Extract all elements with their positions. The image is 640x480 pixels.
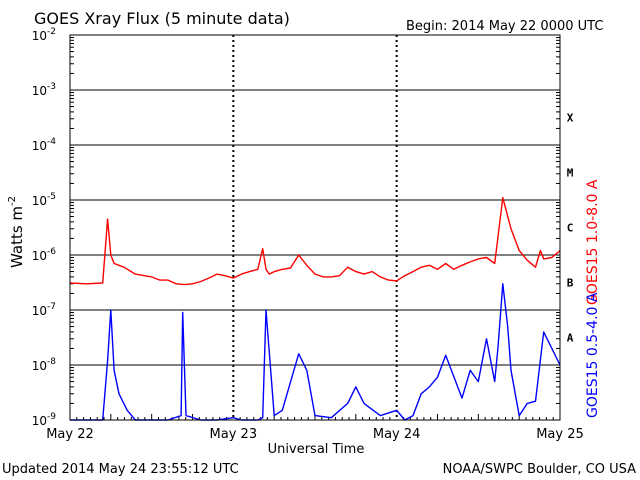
y-tick-label: 10-9 <box>32 412 57 428</box>
y-tick-base: 10 <box>32 359 47 373</box>
svg-text:Watts m-2: Watts m-2 <box>7 196 26 268</box>
flare-class-label: B <box>567 277 574 290</box>
y-tick-labels: 10-910-810-710-610-510-410-310-2 <box>32 27 57 428</box>
x-tick-label: May 23 <box>210 427 258 442</box>
y-tick-label: 10-3 <box>32 82 56 98</box>
y-tick-base: 10 <box>32 29 47 43</box>
legend-long-channel: GOES15 1.0-8.0 A <box>585 179 601 305</box>
y-tick-base: 10 <box>32 84 47 98</box>
y-tick-base: 10 <box>32 194 47 208</box>
y-tick-base: 10 <box>32 414 47 428</box>
y-tick-base: 10 <box>32 139 47 153</box>
x-tick-label: May 22 <box>46 427 94 442</box>
legend-long-channel-text: GOES15 1.0-8.0 A <box>585 179 601 305</box>
series-long-channel <box>69 196 561 286</box>
y-tick-exponent: -2 <box>47 27 56 37</box>
y-tick-base: 10 <box>32 249 47 263</box>
x-tick-label: May 24 <box>373 427 421 442</box>
y-axis-label-text: Watts m <box>8 206 26 268</box>
y-tick-exponent: -6 <box>47 247 56 257</box>
y-tick-exponent: -9 <box>47 412 56 422</box>
flare-class-label: C <box>567 222 574 235</box>
y-tick-label: 10-4 <box>32 137 57 153</box>
flare-class-labels: A B C M X <box>567 112 574 345</box>
updated-label: Updated 2014 May 24 23:55:12 UTC <box>2 462 239 477</box>
x-axis-label: Universal Time <box>268 442 365 457</box>
x-tick-labels: May 22 May 23 May 24 May 25 <box>46 427 584 442</box>
legend-short-channel-text: GOES15 0.5-4.0 A <box>585 292 601 418</box>
y-tick-base: 10 <box>32 304 47 318</box>
credit-label: NOAA/SWPC Boulder, CO USA <box>443 462 636 477</box>
y-axis-label: Watts m-2 <box>7 196 26 268</box>
y-tick-label: 10-2 <box>32 27 56 43</box>
y-tick-label: 10-7 <box>32 302 56 318</box>
series-lines <box>69 196 561 421</box>
y-tick-exponent: -5 <box>47 192 56 202</box>
flare-class-label: A <box>567 332 574 345</box>
y-tick-label: 10-6 <box>32 247 57 263</box>
y-tick-exponent: -4 <box>47 137 56 147</box>
flare-class-label: X <box>567 112 574 125</box>
y-tick-label: 10-8 <box>32 357 57 373</box>
y-tick-exponent: -7 <box>47 302 56 312</box>
grid-lines <box>70 34 560 421</box>
x-tick-label: May 25 <box>536 427 584 442</box>
y-tick-exponent: -3 <box>47 82 56 92</box>
y-axis-label-sup: -2 <box>7 196 18 206</box>
series-short-channel <box>70 283 561 421</box>
y-tick-label: 10-5 <box>32 192 56 208</box>
begin-label: Begin: 2014 May 22 0000 UTC <box>406 19 603 34</box>
chart-title: GOES Xray Flux (5 minute data) <box>34 9 290 28</box>
y-tick-exponent: -8 <box>47 357 56 367</box>
plot-frame <box>69 34 561 421</box>
legend-short-channel: GOES15 0.5-4.0 A <box>585 292 601 418</box>
flare-class-label: M <box>567 167 574 180</box>
